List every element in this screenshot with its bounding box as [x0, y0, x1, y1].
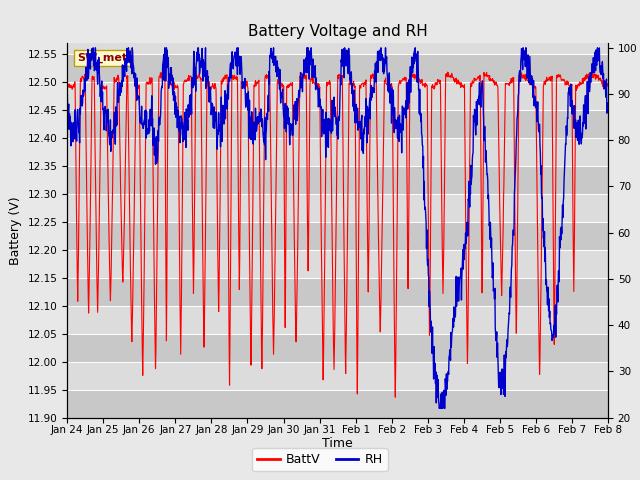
X-axis label: Time: Time: [322, 437, 353, 450]
Text: SW_met: SW_met: [77, 53, 127, 63]
Bar: [67, 194, 608, 222]
Y-axis label: Battery (V): Battery (V): [9, 196, 22, 264]
Bar: [67, 390, 608, 418]
Bar: [67, 222, 608, 250]
Bar: [67, 334, 608, 362]
Bar: [67, 362, 608, 390]
Legend: BattV, RH: BattV, RH: [252, 448, 388, 471]
Bar: [67, 82, 608, 110]
Bar: [67, 138, 608, 166]
Title: Battery Voltage and RH: Battery Voltage and RH: [248, 24, 428, 39]
Bar: [67, 250, 608, 278]
Bar: [67, 306, 608, 334]
Bar: [67, 54, 608, 82]
Bar: [67, 110, 608, 138]
Bar: [67, 166, 608, 194]
Bar: [67, 278, 608, 306]
